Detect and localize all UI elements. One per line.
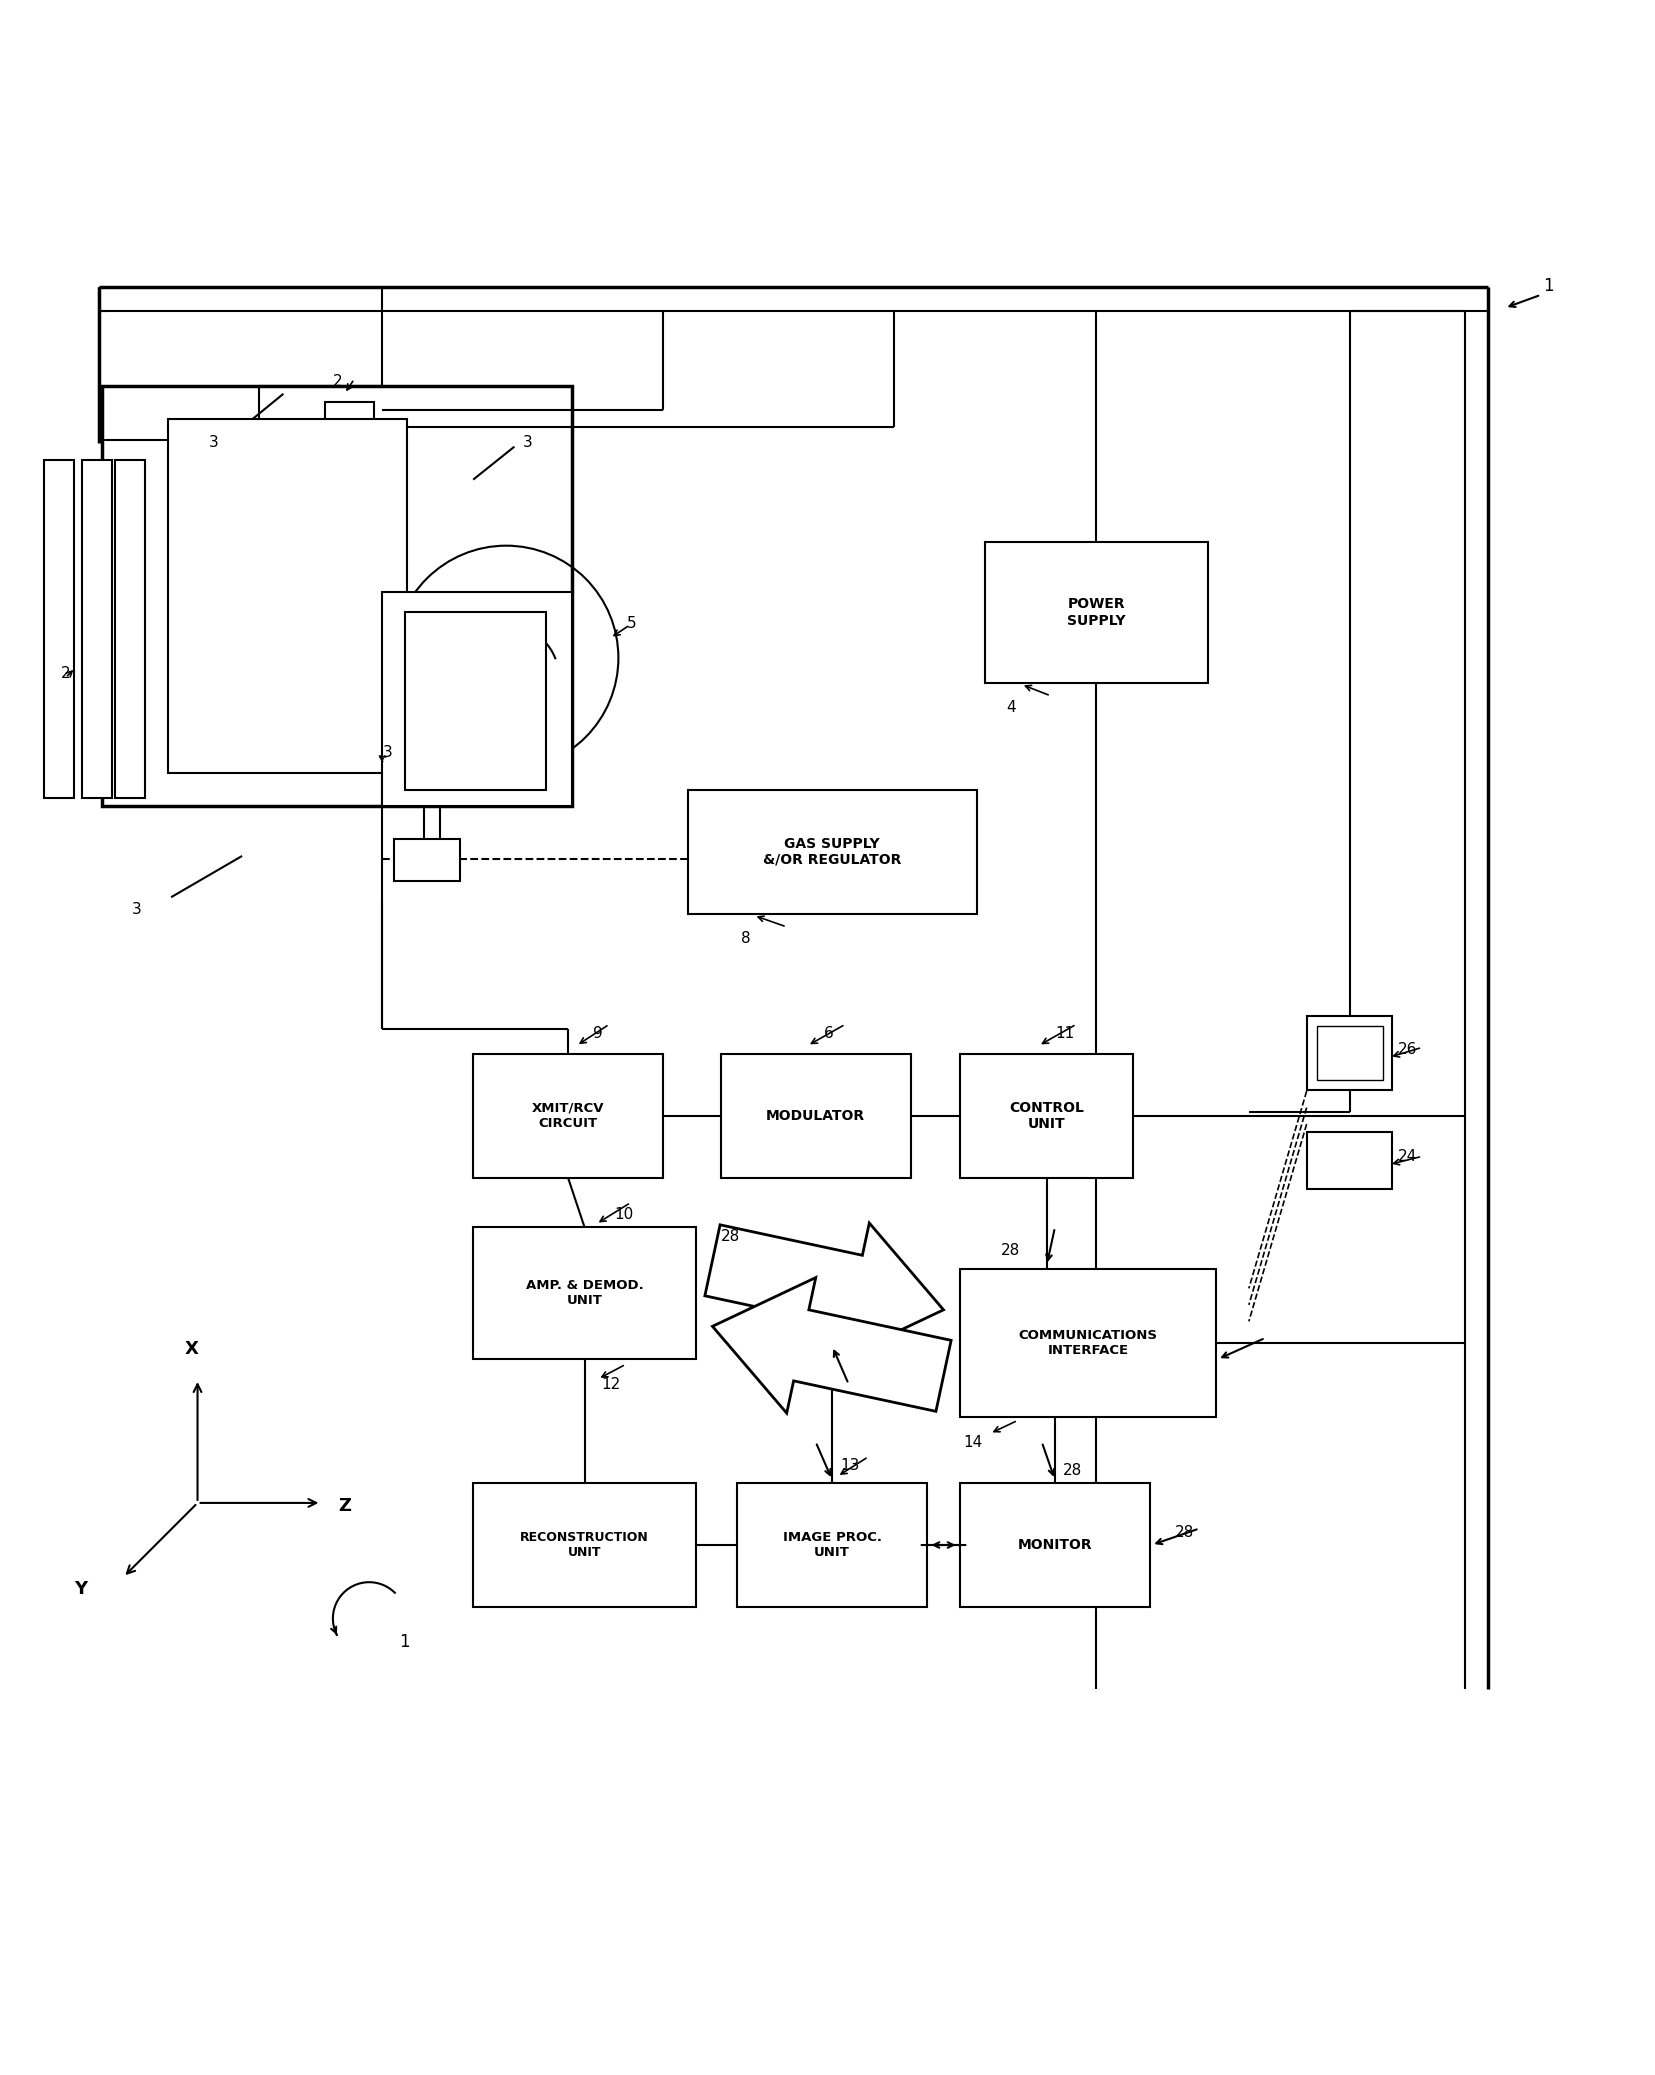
Bar bbox=[382, 591, 573, 807]
Bar bbox=[1306, 1131, 1392, 1189]
Bar bbox=[394, 840, 460, 880]
Text: XMIT/RCV
CIRCUIT: XMIT/RCV CIRCUIT bbox=[531, 1102, 604, 1131]
Text: 26: 26 bbox=[1397, 1042, 1417, 1056]
Text: X: X bbox=[184, 1340, 199, 1359]
Text: 5: 5 bbox=[626, 616, 636, 631]
Text: Z: Z bbox=[338, 1498, 351, 1515]
Text: 11: 11 bbox=[1054, 1025, 1074, 1040]
Text: 12: 12 bbox=[601, 1378, 621, 1392]
Text: 3: 3 bbox=[523, 434, 533, 450]
Bar bbox=[167, 419, 407, 774]
Bar bbox=[1316, 1025, 1382, 1081]
Text: 10: 10 bbox=[614, 1208, 634, 1222]
Bar bbox=[324, 403, 374, 724]
Text: POWER
SUPPLY: POWER SUPPLY bbox=[1066, 598, 1125, 627]
Polygon shape bbox=[705, 1222, 943, 1359]
Text: 28: 28 bbox=[720, 1228, 740, 1243]
Bar bbox=[960, 1484, 1149, 1606]
Bar bbox=[960, 1268, 1215, 1417]
Bar bbox=[736, 1484, 927, 1606]
Bar bbox=[45, 461, 74, 799]
Text: 4: 4 bbox=[1006, 701, 1015, 716]
Bar bbox=[101, 386, 573, 807]
Text: AMP. & DEMOD.
UNIT: AMP. & DEMOD. UNIT bbox=[525, 1280, 644, 1307]
Text: 28: 28 bbox=[1063, 1463, 1082, 1477]
Text: GAS SUPPLY
&/OR REGULATOR: GAS SUPPLY &/OR REGULATOR bbox=[763, 836, 900, 867]
Text: 3: 3 bbox=[131, 903, 141, 917]
Polygon shape bbox=[712, 1278, 950, 1413]
Bar bbox=[1306, 1017, 1392, 1089]
Text: 28: 28 bbox=[1173, 1525, 1193, 1540]
Text: 24: 24 bbox=[1397, 1150, 1415, 1164]
Text: RECONSTRUCTION
UNIT: RECONSTRUCTION UNIT bbox=[520, 1531, 649, 1558]
Bar bbox=[83, 461, 111, 799]
Bar bbox=[473, 1226, 695, 1359]
Text: 3: 3 bbox=[382, 745, 392, 759]
Text: 2: 2 bbox=[61, 666, 70, 681]
Bar bbox=[687, 791, 976, 913]
Text: 28: 28 bbox=[1000, 1243, 1019, 1257]
Text: 13: 13 bbox=[839, 1459, 859, 1473]
Text: 14: 14 bbox=[963, 1434, 981, 1450]
Text: IMAGE PROC.
UNIT: IMAGE PROC. UNIT bbox=[783, 1531, 880, 1558]
Text: COMMUNICATIONS
INTERFACE: COMMUNICATIONS INTERFACE bbox=[1018, 1328, 1157, 1357]
Bar bbox=[405, 612, 546, 791]
Text: 6: 6 bbox=[824, 1025, 832, 1040]
Text: Y: Y bbox=[74, 1579, 86, 1598]
Bar bbox=[473, 1054, 662, 1179]
Text: 1: 1 bbox=[1542, 278, 1552, 295]
Bar bbox=[473, 1484, 695, 1606]
Text: CONTROL
UNIT: CONTROL UNIT bbox=[1008, 1102, 1084, 1131]
Text: 9: 9 bbox=[592, 1025, 602, 1040]
Text: 8: 8 bbox=[740, 932, 750, 946]
Bar bbox=[960, 1054, 1132, 1179]
Text: MODULATOR: MODULATOR bbox=[766, 1108, 864, 1123]
Bar bbox=[720, 1054, 910, 1179]
Text: 7: 7 bbox=[424, 633, 434, 647]
Text: 2: 2 bbox=[333, 374, 343, 388]
Text: 1: 1 bbox=[399, 1633, 409, 1650]
Text: MONITOR: MONITOR bbox=[1018, 1538, 1092, 1552]
Text: 3: 3 bbox=[209, 434, 218, 450]
Bar bbox=[114, 461, 144, 799]
Bar bbox=[985, 542, 1206, 683]
